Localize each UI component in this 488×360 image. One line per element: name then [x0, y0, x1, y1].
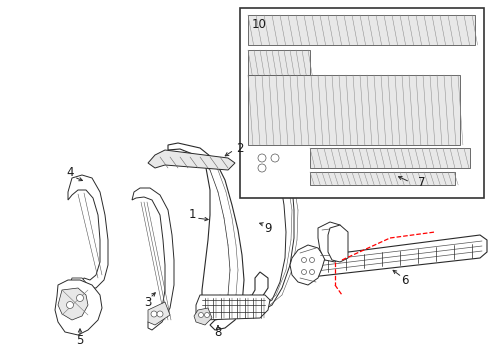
Polygon shape: [317, 222, 345, 262]
Polygon shape: [289, 245, 325, 285]
Circle shape: [309, 270, 314, 274]
Polygon shape: [247, 75, 459, 145]
Text: 9: 9: [264, 221, 271, 234]
Text: 6: 6: [401, 274, 408, 287]
Bar: [240, 8, 483, 198]
Polygon shape: [309, 172, 454, 185]
Text: 5: 5: [76, 333, 83, 346]
Circle shape: [76, 294, 83, 302]
Polygon shape: [55, 280, 102, 335]
Circle shape: [157, 311, 163, 317]
Circle shape: [258, 164, 265, 172]
Polygon shape: [132, 188, 174, 330]
Text: 8: 8: [214, 325, 221, 338]
Circle shape: [204, 312, 209, 318]
Polygon shape: [194, 308, 212, 325]
Polygon shape: [309, 148, 469, 168]
Text: 4: 4: [66, 166, 74, 179]
Text: 7: 7: [417, 175, 425, 189]
Circle shape: [151, 311, 157, 317]
Circle shape: [258, 154, 265, 162]
Polygon shape: [247, 50, 309, 75]
Polygon shape: [148, 302, 170, 325]
Polygon shape: [168, 143, 267, 330]
Polygon shape: [249, 148, 291, 167]
Polygon shape: [196, 295, 269, 320]
Circle shape: [309, 257, 314, 262]
Polygon shape: [68, 278, 88, 305]
Polygon shape: [291, 235, 486, 278]
Polygon shape: [247, 15, 474, 45]
Circle shape: [301, 257, 306, 262]
Text: 3: 3: [144, 296, 151, 309]
Circle shape: [301, 270, 306, 274]
Circle shape: [270, 154, 279, 162]
Circle shape: [66, 302, 73, 309]
Circle shape: [198, 312, 203, 318]
Polygon shape: [327, 225, 347, 262]
Text: 2: 2: [236, 141, 243, 154]
Polygon shape: [247, 145, 293, 312]
Polygon shape: [148, 150, 235, 170]
Text: 1: 1: [188, 208, 195, 221]
Polygon shape: [58, 288, 88, 320]
Text: 10: 10: [251, 18, 266, 31]
Polygon shape: [68, 175, 108, 288]
